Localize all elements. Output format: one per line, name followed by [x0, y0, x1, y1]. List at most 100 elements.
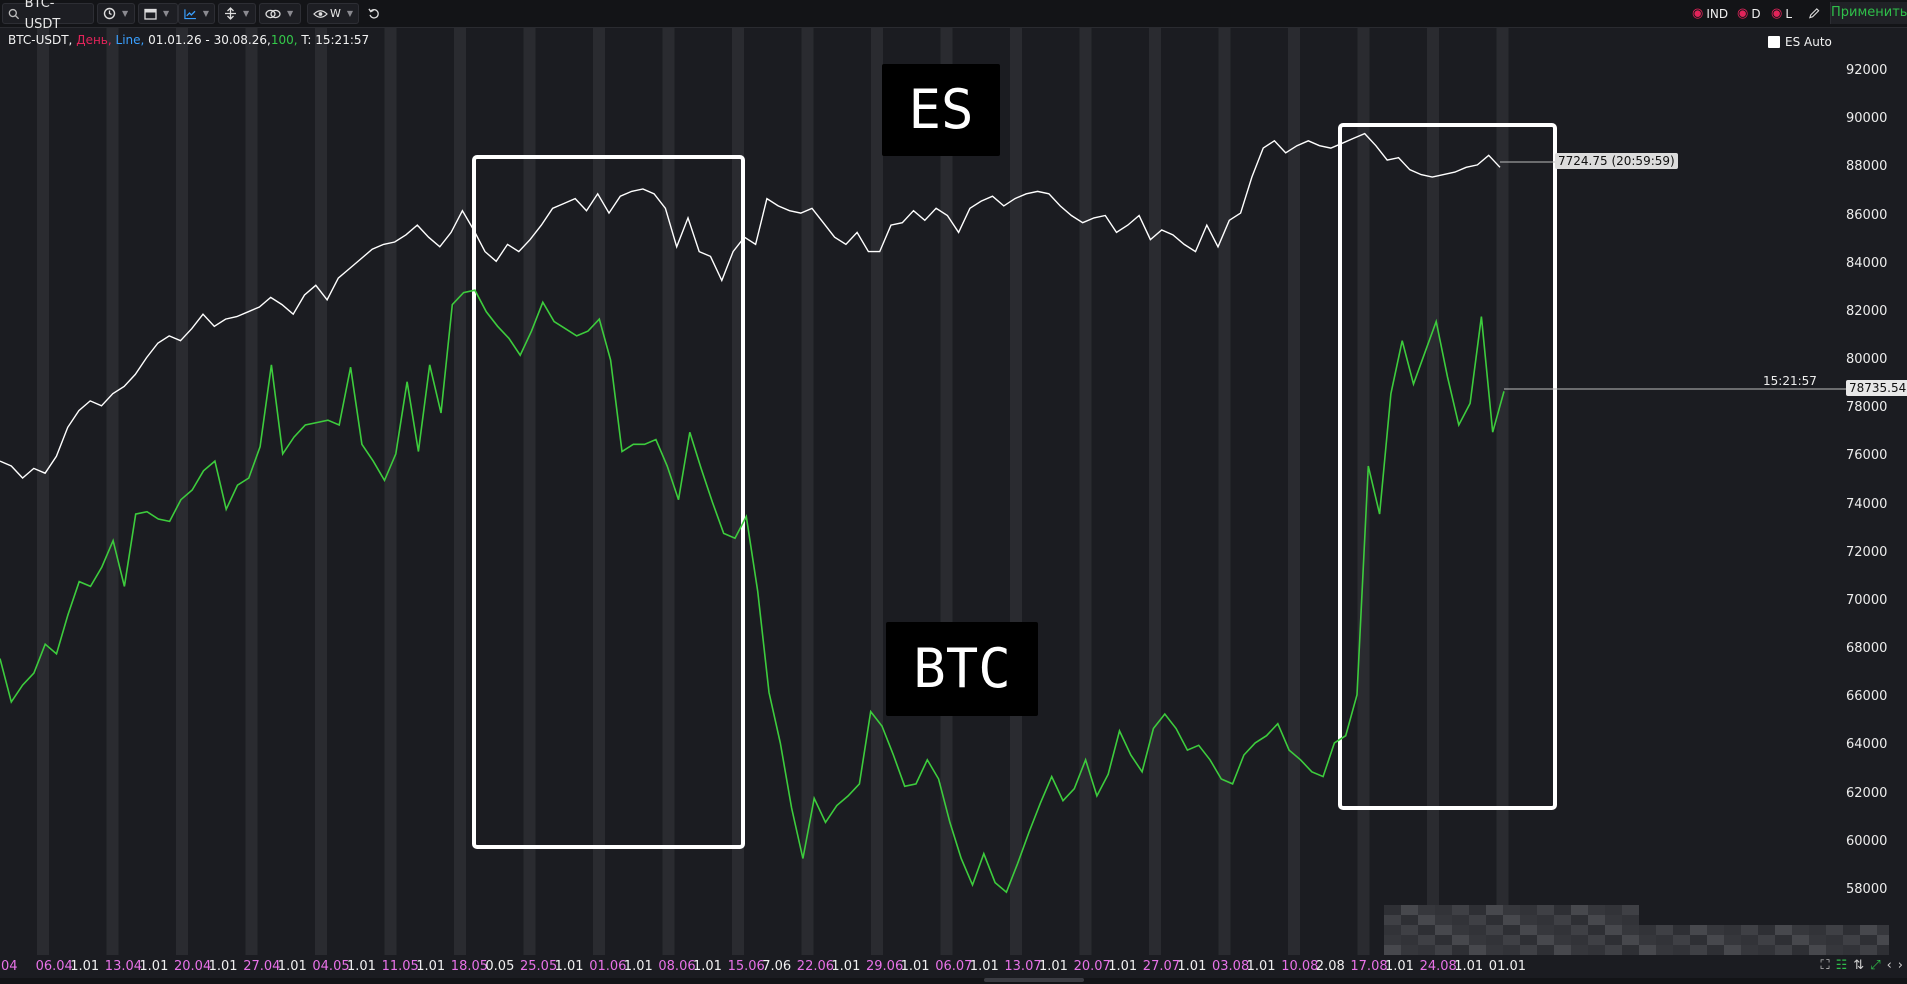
- time-axis-tick: 1.01: [900, 959, 930, 974]
- expand-icon[interactable]: ⤢: [1870, 958, 1881, 973]
- chevron-down-icon: ▼: [346, 9, 353, 18]
- time-axis-tick: 1.01: [208, 959, 238, 974]
- settings-icon[interactable]: ☷: [1835, 958, 1848, 973]
- price-axis-tick: 60000: [1846, 833, 1888, 849]
- eye-icon: [313, 9, 328, 18]
- weekend-band: [315, 28, 327, 955]
- weekend-band: [1010, 28, 1022, 955]
- time-axis-tick: 1.01: [1385, 959, 1414, 974]
- eye-off-icon: ◉: [1737, 6, 1749, 21]
- time-axis-tick: 27.04: [243, 959, 281, 974]
- chevron-down-icon: ▼: [122, 9, 129, 18]
- date-range-button[interactable]: ▼: [138, 3, 178, 24]
- weekend-band: [662, 28, 675, 955]
- fullscreen-icon[interactable]: ⛶: [1820, 958, 1830, 973]
- sort-icon[interactable]: ⇅: [1853, 958, 1865, 973]
- time-axis-tick: 1.01: [1177, 959, 1207, 974]
- price-axis-tick: 90000: [1846, 111, 1888, 127]
- indicator-label: L: [1785, 7, 1793, 21]
- indicator-toggle-l[interactable]: ◉ L: [1771, 5, 1792, 23]
- weekend-band: [1427, 28, 1439, 955]
- time-axis-tick: 1.01: [1108, 959, 1138, 974]
- chevron-down-icon: ▼: [202, 9, 209, 18]
- price-axis-tick: 82000: [1846, 303, 1888, 319]
- price-axis-tick: 84000: [1846, 255, 1888, 271]
- chart-type-button[interactable]: ▼: [178, 3, 215, 24]
- scrollbar[interactable]: [984, 978, 1084, 982]
- highlight-box-right: [1338, 123, 1557, 810]
- time-axis-tick: 24.08: [1419, 959, 1457, 974]
- overlay-button[interactable]: ▼: [259, 3, 301, 24]
- weekend-band: [176, 28, 188, 955]
- weekend-band: [384, 28, 397, 955]
- price-axis-tick: 76000: [1846, 448, 1888, 464]
- time-axis-tick: 20.07: [1073, 959, 1111, 974]
- time-axis-tick: 22.06: [796, 959, 835, 974]
- symbol-input[interactable]: BTC-USDT: [24, 0, 61, 32]
- es-annotation-label: ES: [882, 64, 1000, 156]
- series-line-es: [0, 132, 1501, 479]
- interval-button[interactable]: W ▼: [307, 3, 359, 24]
- time-axis-tick: 01.01: [1488, 959, 1527, 974]
- indicator-label: D: [1751, 7, 1761, 21]
- time-axis-tick: 1.01: [831, 959, 861, 974]
- btc-annotation-label: BTC: [886, 622, 1038, 716]
- legend-es-auto[interactable]: ES Auto: [1768, 35, 1832, 49]
- bottom-right-controls: ⛶ ☷ ⇅ ⤢ ‹ ›: [1821, 958, 1903, 973]
- pencil-icon: [1808, 8, 1820, 19]
- weekend-band: [801, 28, 814, 955]
- time-axis-tick: 1.01: [70, 959, 100, 974]
- time-axis-tick: 08.06: [658, 959, 696, 974]
- info-volume: 100,: [270, 33, 298, 47]
- time-axis-tick: 11.05: [381, 959, 419, 974]
- symbol-search[interactable]: BTC-USDT: [2, 0, 94, 32]
- highlight-box-left: [472, 155, 745, 849]
- price-axis-tick: 62000: [1846, 785, 1888, 801]
- chevron-down-icon: ▼: [163, 9, 170, 18]
- clock-icon: [103, 7, 116, 20]
- weekend-band: [1218, 28, 1231, 955]
- price-axis-tick: 80000: [1846, 352, 1888, 367]
- compare-button[interactable]: ▼: [218, 3, 256, 24]
- time-axis-tick: 1.01: [416, 959, 446, 974]
- btc-price-tag: 78735.54: [1846, 380, 1907, 396]
- chart-info-line: BTC-USDT, День, Line, 01.01.26 - 30.08.2…: [8, 33, 369, 47]
- timeframe-button[interactable]: ▼: [97, 3, 135, 24]
- time-axis-tick: 1.01: [969, 959, 999, 974]
- apply-button[interactable]: Применить: [1830, 2, 1907, 24]
- time-axis-tick: 06.04: [35, 959, 73, 974]
- eye-off-icon: ◉: [1692, 6, 1704, 21]
- draw-button[interactable]: [1803, 3, 1825, 24]
- weekend-band: [523, 28, 536, 955]
- time-axis-tick: 1.01: [277, 959, 307, 974]
- reset-button[interactable]: [363, 3, 385, 24]
- weekend-band: [1079, 28, 1092, 955]
- time-axis-tick: 10.08: [1281, 959, 1319, 974]
- time-axis-tick: 1.01: [1246, 959, 1276, 974]
- indicator-toggle-ind[interactable]: ◉ IND: [1692, 5, 1728, 23]
- price-axis-tick: 66000: [1846, 689, 1888, 705]
- info-chart-type: Line,: [115, 33, 145, 47]
- annotation-boxes: [472, 123, 1557, 849]
- time-axis-tick: 20.04: [174, 959, 212, 974]
- legend-swatch: [1768, 36, 1780, 48]
- eye-off-icon: ◉: [1771, 6, 1783, 21]
- chevron-right-icon[interactable]: ›: [1897, 958, 1903, 973]
- arrows-vertical-icon: [225, 7, 236, 20]
- undo-icon: [368, 8, 379, 19]
- weekend-bands: [37, 28, 1509, 955]
- chevron-left-icon[interactable]: ‹: [1886, 958, 1892, 973]
- series-line-btc: [0, 289, 1505, 894]
- weekend-band: [940, 28, 953, 955]
- info-time: T: 15:21:57: [301, 33, 370, 47]
- price-axis-tick: 86000: [1846, 207, 1888, 223]
- legend-label: ES Auto: [1785, 35, 1832, 49]
- time-axis-tick: 13.07: [1004, 959, 1042, 974]
- interval-label: W: [329, 7, 341, 20]
- info-range: 01.01.26 - 30.08.26,: [148, 33, 271, 47]
- time-axis-tick: 27.07: [1142, 959, 1181, 974]
- time-axis-tick: 06.07: [935, 959, 973, 974]
- time-axis-tick: 15.06: [727, 959, 765, 974]
- indicator-toggle-d[interactable]: ◉ D: [1737, 5, 1761, 23]
